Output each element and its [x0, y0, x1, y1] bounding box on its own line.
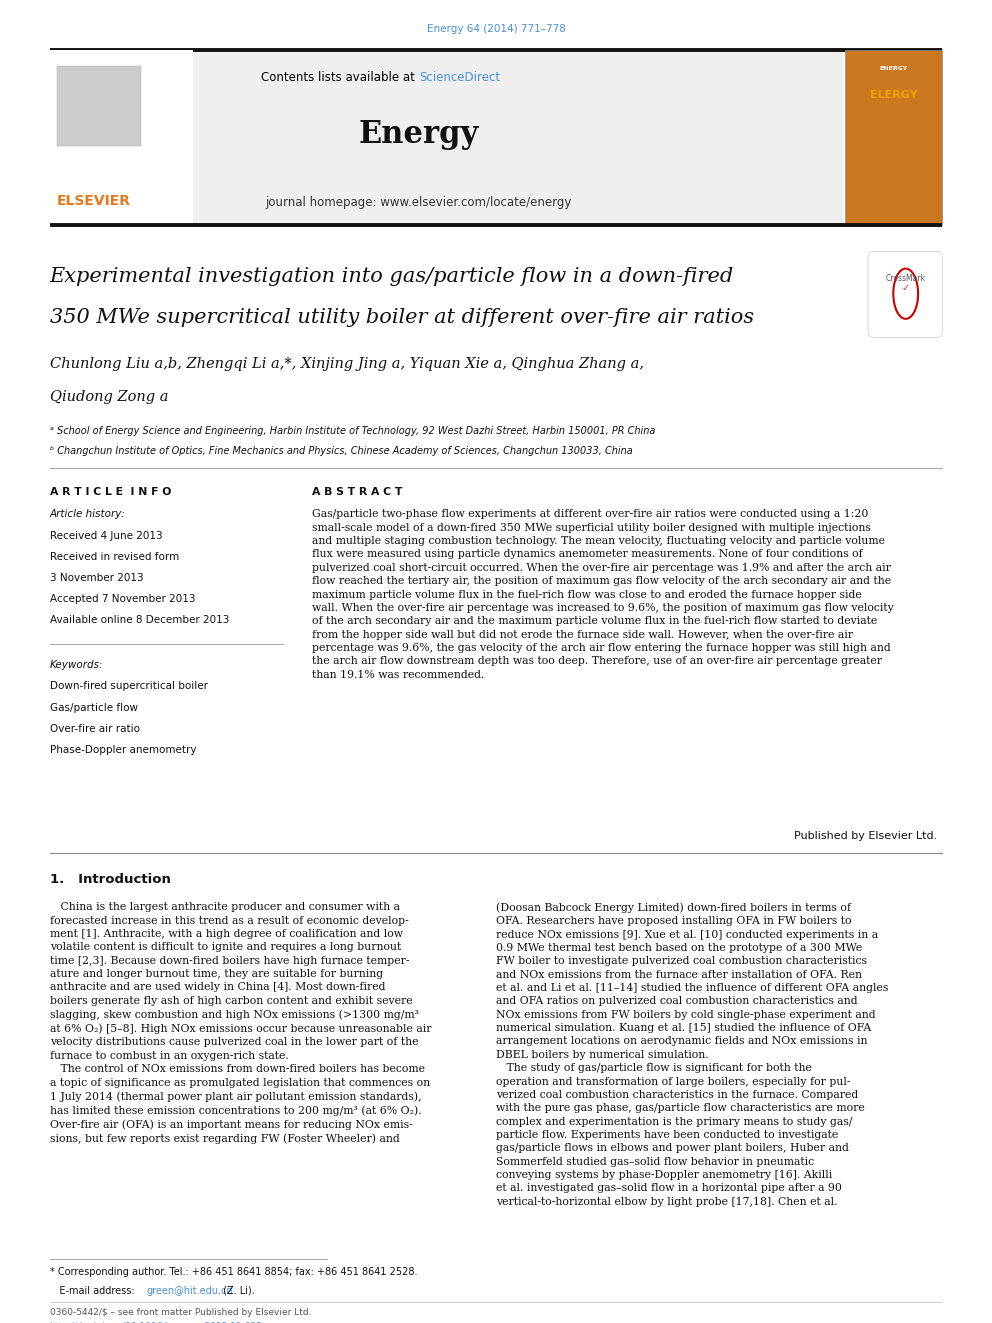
Text: ELSEVIER: ELSEVIER [57, 194, 131, 209]
Text: Gas/particle two-phase flow experiments at different over-fire air ratios were c: Gas/particle two-phase flow experiments … [312, 509, 894, 680]
Text: ✓: ✓ [902, 283, 910, 294]
Text: Phase-Doppler anemometry: Phase-Doppler anemometry [50, 745, 196, 755]
Text: journal homepage: www.elsevier.com/locate/energy: journal homepage: www.elsevier.com/locat… [266, 196, 571, 209]
Text: Energy: Energy [358, 119, 479, 149]
Text: Down-fired supercritical boiler: Down-fired supercritical boiler [50, 681, 207, 692]
Text: ScienceDirect: ScienceDirect [420, 71, 501, 85]
Text: ENERGY: ENERGY [880, 66, 908, 71]
Text: * Corresponding author. Tel.: +86 451 8641 8854; fax: +86 451 8641 2528.: * Corresponding author. Tel.: +86 451 86… [50, 1267, 417, 1278]
Text: Contents lists available at: Contents lists available at [261, 71, 419, 85]
Text: 3 November 2013: 3 November 2013 [50, 573, 143, 583]
Text: Qiudong Zong a: Qiudong Zong a [50, 390, 168, 405]
Text: (Doosan Babcock Energy Limited) down-fired boilers in terms of
OFA. Researchers : (Doosan Babcock Energy Limited) down-fir… [496, 902, 889, 1207]
Text: Over-fire air ratio: Over-fire air ratio [50, 724, 140, 734]
Text: A B S T R A C T: A B S T R A C T [312, 487, 403, 497]
Text: ᵃ School of Energy Science and Engineering, Harbin Institute of Technology, 92 W: ᵃ School of Energy Science and Engineeri… [50, 426, 655, 437]
Text: 0360-5442/$ – see front matter Published by Elsevier Ltd.: 0360-5442/$ – see front matter Published… [50, 1308, 311, 1318]
Text: Received 4 June 2013: Received 4 June 2013 [50, 531, 163, 541]
Text: Received in revised form: Received in revised form [50, 552, 179, 562]
Text: green@hit.edu.cn: green@hit.edu.cn [147, 1286, 233, 1297]
Text: CrossMark: CrossMark [886, 274, 926, 283]
Text: Energy 64 (2014) 771–778: Energy 64 (2014) 771–778 [427, 24, 565, 34]
Text: Keywords:: Keywords: [50, 660, 103, 671]
FancyBboxPatch shape [193, 50, 843, 225]
Text: Article history:: Article history: [50, 509, 125, 520]
Text: Chunlong Liu a,b, Zhengqi Li a,*, Xinjing Jing a, Yiquan Xie a, Qinghua Zhang a,: Chunlong Liu a,b, Zhengqi Li a,*, Xinjin… [50, 357, 644, 372]
Text: Experimental investigation into gas/particle flow in a down-fired: Experimental investigation into gas/part… [50, 267, 734, 286]
Text: 1.   Introduction: 1. Introduction [50, 873, 171, 886]
Text: (Z. Li).: (Z. Li). [220, 1286, 255, 1297]
Text: Available online 8 December 2013: Available online 8 December 2013 [50, 615, 229, 626]
Text: 350 MWe supercritical utility boiler at different over-fire air ratios: 350 MWe supercritical utility boiler at … [50, 308, 754, 327]
Text: China is the largest anthracite producer and consumer with a
forecasted increase: China is the largest anthracite producer… [50, 902, 432, 1144]
FancyBboxPatch shape [50, 50, 193, 225]
Text: ᵇ Changchun Institute of Optics, Fine Mechanics and Physics, Chinese Academy of : ᵇ Changchun Institute of Optics, Fine Me… [50, 446, 632, 456]
Text: Accepted 7 November 2013: Accepted 7 November 2013 [50, 594, 195, 605]
FancyBboxPatch shape [57, 66, 141, 146]
Text: E-mail address:: E-mail address: [50, 1286, 137, 1297]
Text: Gas/particle flow: Gas/particle flow [50, 703, 138, 713]
Text: ELERGY: ELERGY [870, 90, 918, 101]
Text: Published by Elsevier Ltd.: Published by Elsevier Ltd. [795, 831, 937, 841]
FancyBboxPatch shape [845, 50, 942, 225]
FancyBboxPatch shape [868, 251, 942, 337]
Text: http://dx.doi.org/10.1016/j.energy.2013.11.025: http://dx.doi.org/10.1016/j.energy.2013.… [50, 1322, 262, 1323]
Text: A R T I C L E  I N F O: A R T I C L E I N F O [50, 487, 171, 497]
